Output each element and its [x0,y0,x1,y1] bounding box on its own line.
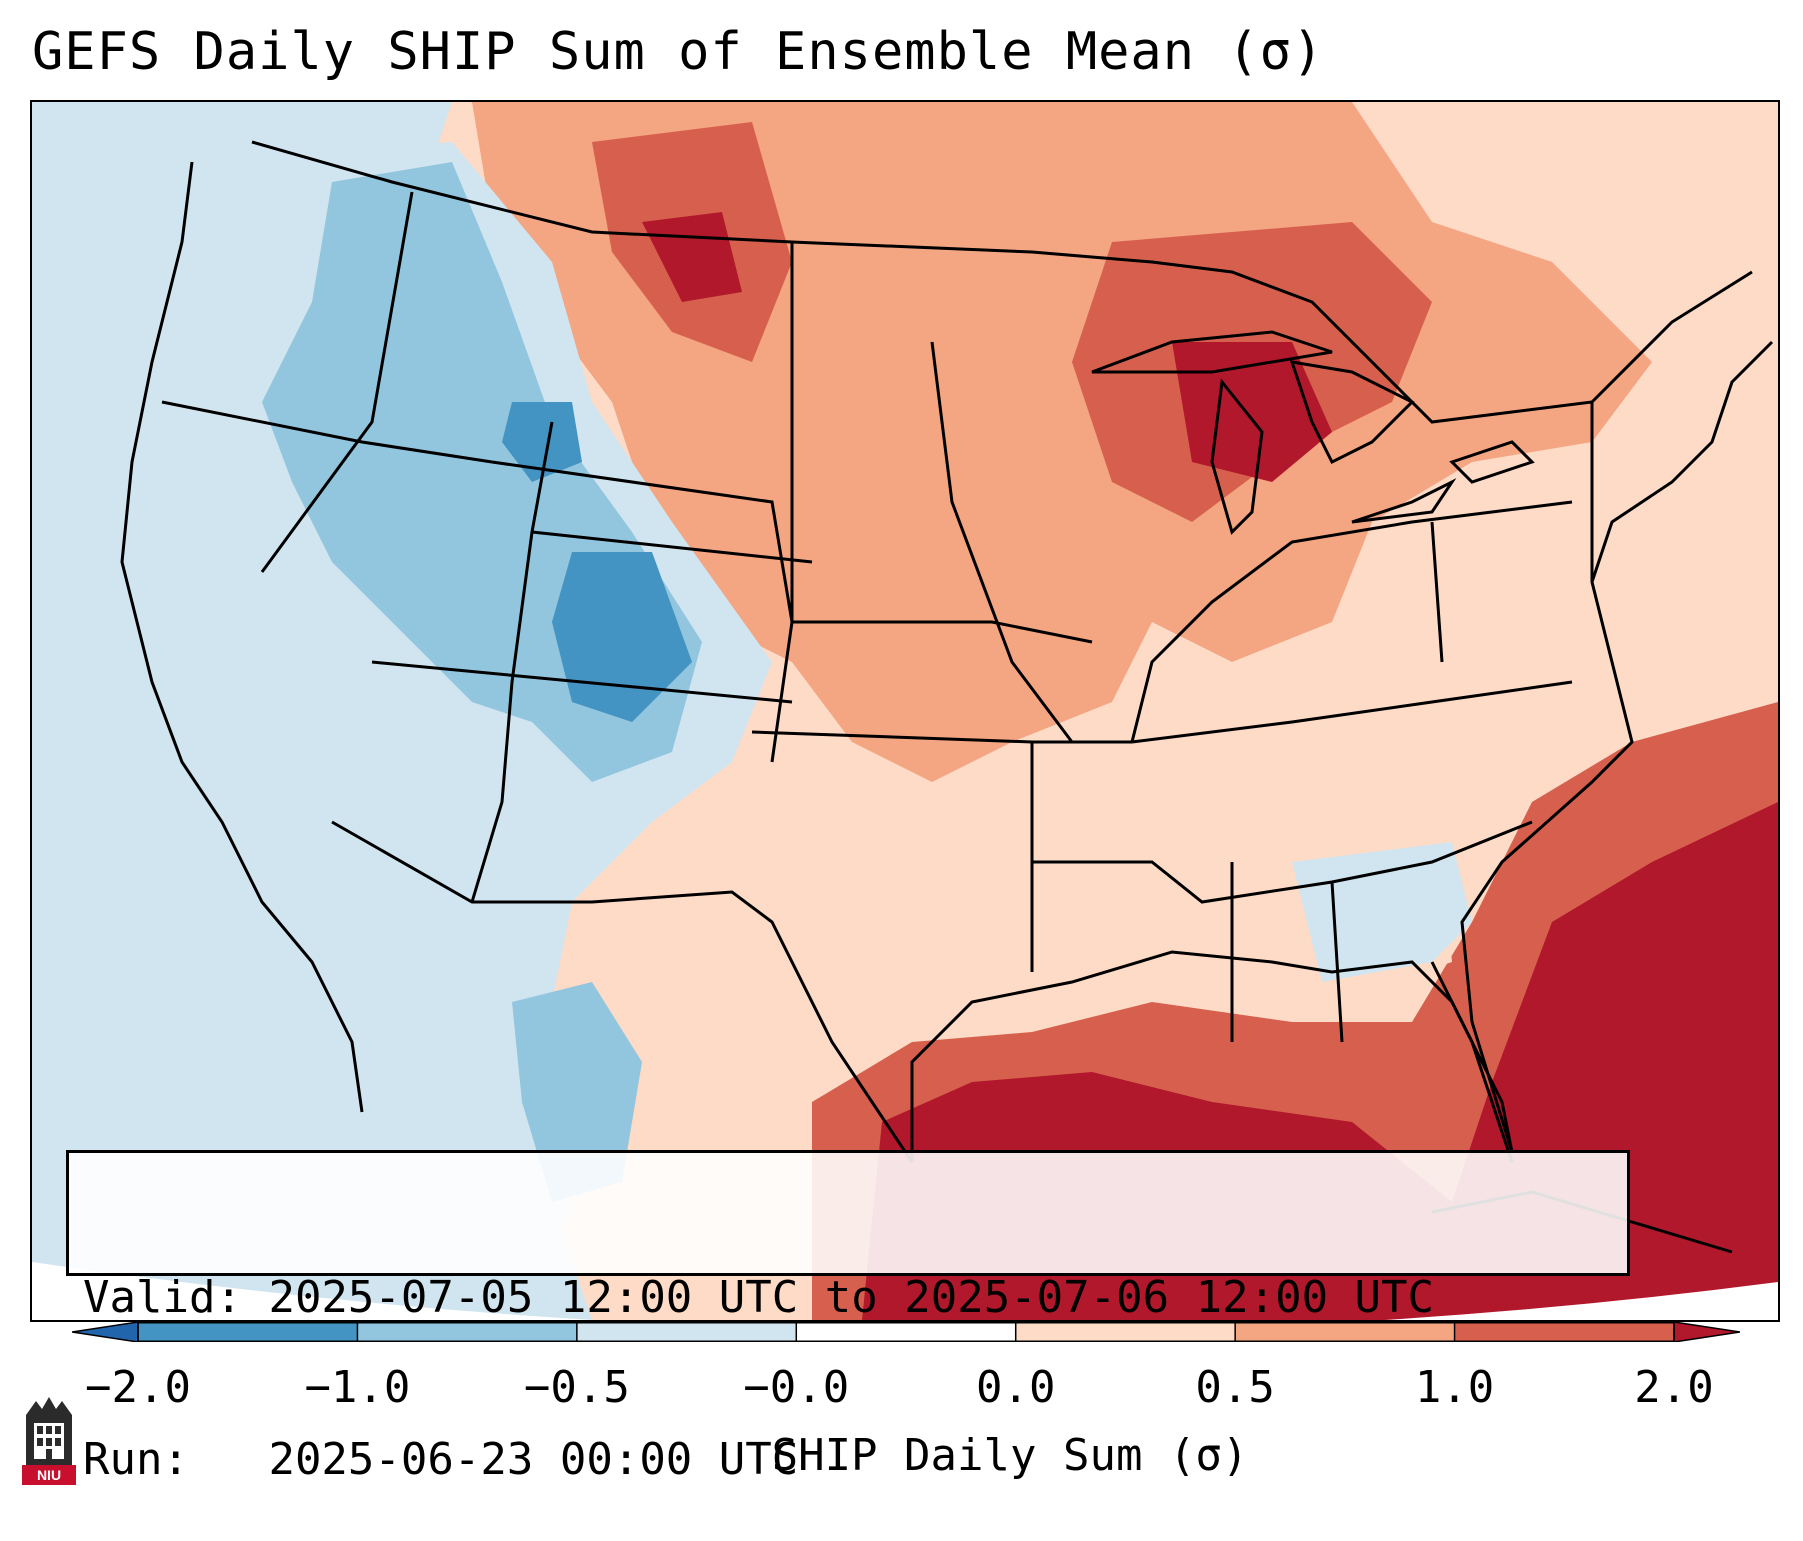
lake-erie [1351,478,1457,524]
colorbar-tick-label: −0.0 [743,1362,850,1413]
state-line-3 [470,421,554,903]
state-line-12 [1130,500,1573,743]
lake-michigan [1210,378,1264,535]
state-line-13 [1131,680,1573,744]
us-coastline-west [120,161,364,1113]
colorbar-segment [1454,1322,1675,1342]
colorbar-arrow-left [72,1322,139,1342]
valid-value: 2025-07-05 12:00 UTC to 2025-07-06 12:00… [268,1272,1435,1323]
colorbar-tick-label: 1.0 [1414,1362,1495,1413]
colorbar-tick-label: −0.5 [523,1362,630,1413]
colorbar-segment [1015,1322,1236,1342]
valid-label: Valid: [83,1272,242,1323]
colorbar-segment [357,1322,578,1342]
field-blue-mexico [512,982,642,1202]
niu-logo: NIU [22,1397,76,1485]
map-domain-edge [32,1262,1778,1320]
lake-huron [1289,360,1415,465]
state-line-6 [371,660,793,704]
colorbar-tick-label: 2.0 [1634,1362,1714,1413]
colorbar-segment [576,1322,797,1342]
colorbar-tick-label: −1.0 [304,1362,411,1413]
run-label: Run: [83,1434,242,1485]
field-dark-red-lakes [1172,342,1332,482]
map-panel [30,100,1780,1322]
colorbar-tick-label: 0.5 [1195,1362,1275,1413]
state-line-4 [491,460,794,763]
map-canvas [32,102,1778,1320]
boundary-lines [120,140,1774,1254]
colorbar-segment [138,1322,358,1342]
state-line-11 [1032,820,1533,904]
info-box: Valid: 2025-07-05 12:00 UTC to 2025-07-0… [66,1150,1630,1485]
colorbar-tick-label: −2.0 [85,1362,191,1413]
state-line-8 [792,620,1093,644]
run-line: Run: 2025-06-23 00:00 UTC [83,1433,1613,1487]
us-canada-border [251,140,1753,424]
colorbar-segment [796,1322,1017,1342]
state-line-9 [930,341,1074,743]
logo-text: NIU [37,1467,61,1483]
lake-superior [1091,330,1333,374]
florida-peninsula [1430,961,1514,1163]
valid-line: Valid: 2025-07-05 12:00 UTC to 2025-07-0… [83,1271,1613,1325]
lake-ontario [1449,440,1535,484]
field-light-blue-west [92,142,772,1320]
colorbar-label: SHIP Daily Sum (σ) [771,1430,1249,1481]
field-dark-blue-colorado [552,552,692,722]
map-title: GEFS Daily SHIP Sum of Ensemble Mean (σ) [32,22,1325,82]
colorbar-segment [1235,1322,1456,1342]
run-value: 2025-06-23 00:00 UTC [268,1434,799,1485]
state-line-5 [531,530,813,564]
atlantic-coast [1460,340,1774,1153]
state-line-2 [260,191,414,573]
colorbar [72,1322,1740,1342]
state-line-1 [161,400,493,464]
state-line-17 [1430,521,1444,663]
colorbar-arrow-right [1673,1322,1740,1342]
colorbar-tick-label: 0.0 [975,1362,1056,1413]
state-line-15 [1330,881,1344,1043]
field-dark-blue-wyoming [502,402,582,482]
